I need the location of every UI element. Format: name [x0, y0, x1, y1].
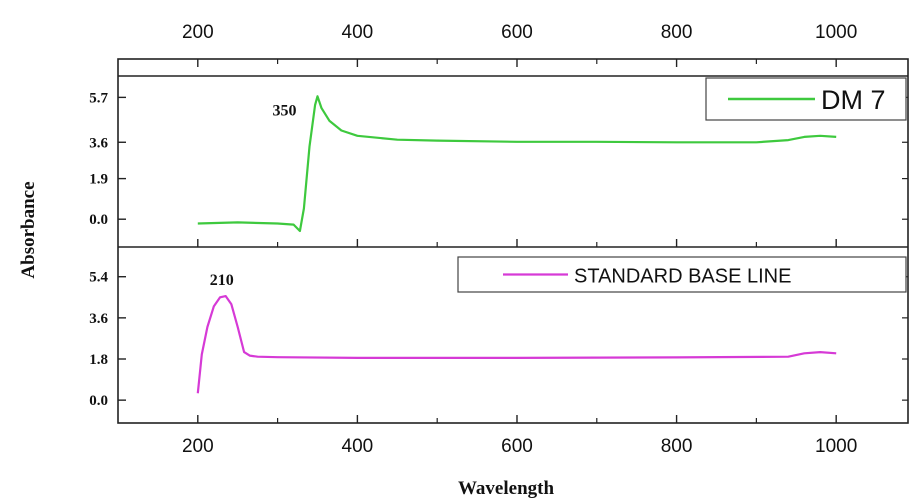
- y-tick-label: 0.0: [89, 212, 108, 228]
- legend-label-dm7: DM 7: [821, 85, 886, 115]
- legends: DM 7 STANDARD BASE LINE: [457, 77, 907, 293]
- series-line-standard-base-line: [196, 295, 837, 394]
- top-x-tick-label: 200: [182, 22, 214, 43]
- y-tick-label: 1.9: [89, 172, 108, 188]
- tick-marks: [118, 59, 908, 423]
- x-axis-label: Wavelength: [458, 478, 554, 499]
- tick-labels: 200 400 600 800 1000 0.0 1.9 3.6 5.7 0.0 1.8 3.6 5.4…: [89, 22, 857, 457]
- y-tick-label: 3.6: [89, 311, 108, 327]
- y-axis-label: Absorbance: [18, 181, 39, 278]
- outer-frame: [117, 58, 909, 424]
- bottom-x-tick-label: 1000: [815, 436, 857, 457]
- bottom-x-tick-label: 800: [661, 436, 693, 457]
- series-line-dm-7: [197, 95, 837, 233]
- data-series: [196, 95, 837, 394]
- top-x-tick-label: 600: [501, 22, 533, 43]
- top-x-tick-label: 400: [342, 22, 374, 43]
- annotations: 350 210: [210, 102, 297, 289]
- y-tick-label: 1.8: [89, 352, 108, 368]
- y-tick-label: 5.7: [89, 90, 108, 106]
- y-tick-label: 0.0: [89, 393, 108, 409]
- bottom-x-tick-label: 600: [501, 436, 533, 457]
- bottom-x-tick-label: 200: [182, 436, 214, 457]
- peak-annotation: 350: [272, 102, 296, 119]
- y-tick-label: 3.6: [89, 135, 108, 151]
- plot-frames: [117, 58, 909, 424]
- y-tick-label: 5.4: [89, 270, 108, 286]
- peak-annotation: 210: [210, 272, 234, 289]
- legend-label-baseline: STANDARD BASE LINE: [574, 266, 791, 288]
- bottom-x-tick-label: 400: [342, 436, 374, 457]
- top-x-tick-label: 800: [661, 22, 693, 43]
- top-x-tick-label: 1000: [815, 22, 857, 43]
